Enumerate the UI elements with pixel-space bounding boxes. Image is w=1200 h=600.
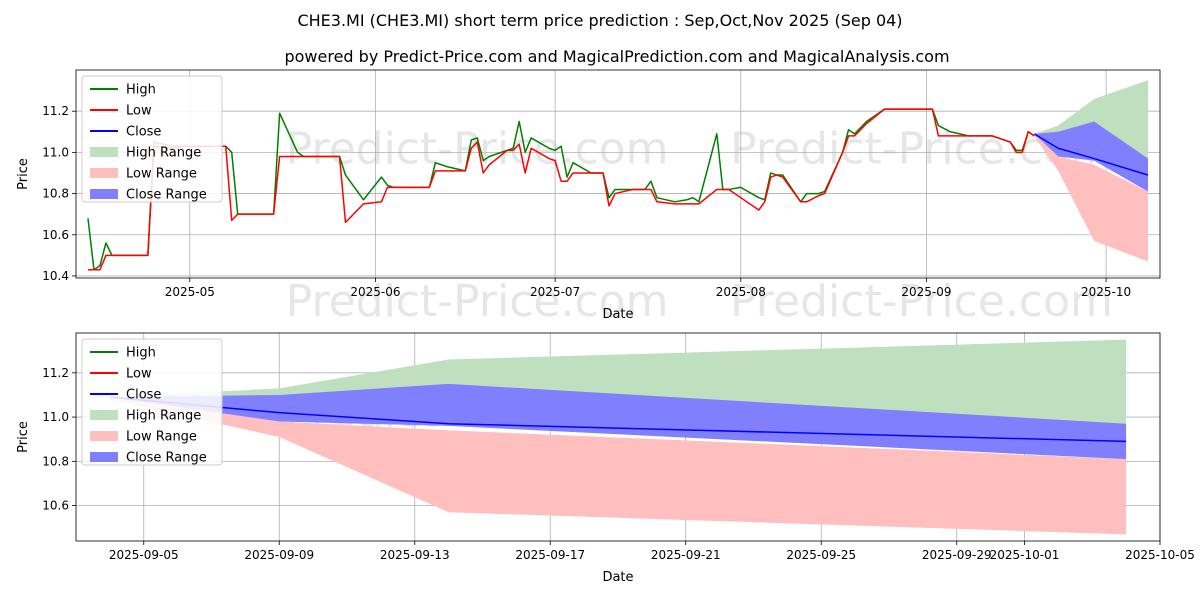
y-tick-label: 11.2 (42, 104, 69, 118)
legend-high-label: High (126, 346, 156, 361)
legend-high-range-label: High Range (126, 146, 201, 161)
legend-high-range-swatch (90, 410, 118, 420)
x-tick-label: 2025-09-29 (922, 548, 992, 562)
plot-frame (75, 332, 1161, 542)
y-tick-label: 10.6 (42, 228, 69, 242)
x-tick-label: 2025-08 (716, 285, 766, 299)
watermark-text: Predict-Price.com (286, 276, 669, 327)
legend-low-label: Low (126, 104, 152, 119)
legend-close-range-swatch (90, 189, 118, 199)
legend-close-range-swatch (90, 452, 118, 462)
legend-high-label: High (126, 83, 156, 98)
y-axis-label: Price (16, 158, 31, 190)
watermark-text: Predict-Price.com (286, 124, 669, 175)
x-tick-label: 2025-09 (901, 285, 951, 299)
x-tick-label: 2025-10-05 (1125, 548, 1195, 562)
x-tick-label: 2025-09-21 (651, 548, 721, 562)
y-tick-label: 10.8 (42, 187, 69, 201)
legend-low-range-label: Low Range (126, 430, 197, 445)
close-range-area (109, 383, 1127, 460)
x-tick-label: 2025-05 (165, 285, 215, 299)
x-tick-label: 2025-09-05 (109, 548, 179, 562)
low-range-area (1034, 133, 1149, 262)
x-tick-label: 2025-10-01 (990, 548, 1060, 562)
close-range-area (1034, 121, 1149, 192)
legend-high-range-swatch (90, 147, 118, 157)
plot-frame (75, 69, 1161, 279)
y-tick-label: 11.0 (42, 145, 69, 159)
legend-close-range-label: Close Range (126, 188, 207, 203)
y-tick-label: 10.8 (42, 454, 69, 468)
legend-close-label: Close (126, 388, 161, 403)
y-tick-label: 11.0 (42, 410, 69, 424)
x-tick-label: 2025-09-17 (515, 548, 585, 562)
legend-low-range-label: Low Range (126, 167, 197, 182)
x-tick-label: 2025-06 (350, 285, 400, 299)
low-range-area (109, 397, 1127, 535)
close-series-line (1033, 133, 1149, 176)
legend-low-label: Low (126, 367, 152, 382)
legend-low-range-swatch (90, 431, 118, 441)
chart-subtitle: powered by Predict-Price.com and Magical… (284, 47, 949, 66)
x-tick-label: 2025-09-13 (380, 548, 450, 562)
legend-low-range-swatch (90, 168, 118, 178)
plot-area (87, 80, 1149, 271)
legend-high-range-label: High Range (126, 409, 201, 424)
legend-close-label: Close (126, 125, 161, 140)
y-axis-label: Price (16, 421, 31, 453)
watermark-text: Predict-Price.com (730, 276, 1113, 327)
x-tick-label: 2025-07 (530, 285, 580, 299)
x-tick-label: 2025-10 (1081, 285, 1131, 299)
legend-close-range-label: Close Range (126, 451, 207, 466)
forecast-detail-panel: Predict-Price.comPredict-Price.com2025-0… (16, 332, 1195, 585)
plot-area (109, 339, 1127, 535)
chart-title: CHE3.MI (CHE3.MI) short term price predi… (297, 11, 902, 30)
high-series-line (87, 108, 1035, 271)
low-series-line (87, 108, 1035, 271)
y-tick-label: 10.6 (42, 499, 69, 513)
y-tick-label: 10.4 (42, 269, 69, 283)
y-tick-label: 11.2 (42, 366, 69, 380)
price-history-panel: Predict-Price.com Predict-Price.com Predic… (16, 69, 1161, 327)
legend: High Low Close High Range Low Range Close Ran… (81, 75, 223, 203)
x-tick-label: 2025-09-09 (244, 548, 314, 562)
legend: High Low Close High Range Low Range Close Ran… (81, 338, 223, 466)
x-axis-label: Date (602, 570, 633, 585)
x-tick-label: 2025-09-25 (786, 548, 856, 562)
x-axis-label: Date (602, 307, 633, 322)
